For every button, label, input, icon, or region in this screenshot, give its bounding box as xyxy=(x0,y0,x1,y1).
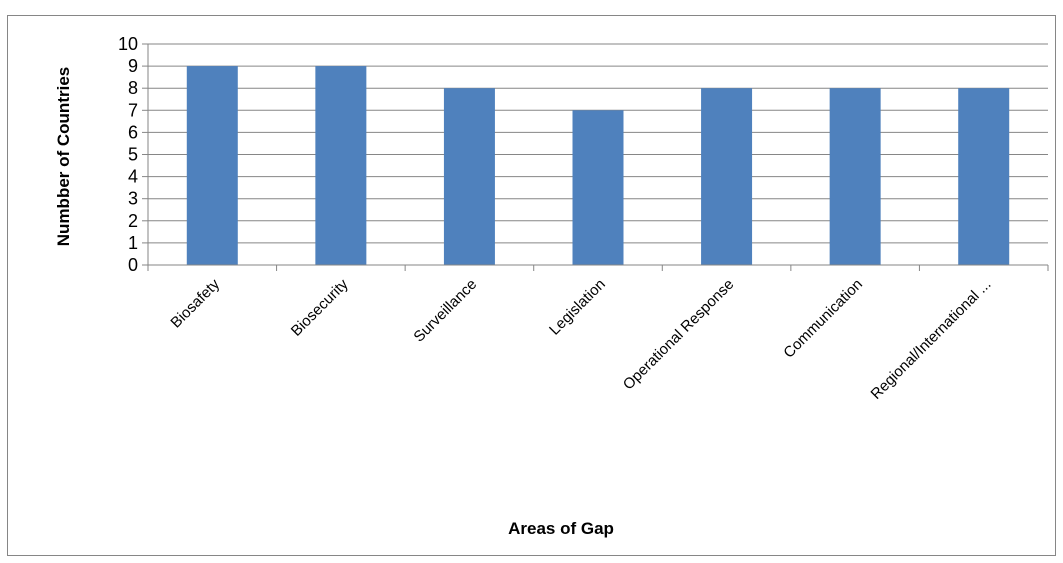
bar xyxy=(186,66,238,265)
x-tick-label: Biosecurity xyxy=(288,275,352,339)
x-tick-label: Regional/International ... xyxy=(868,276,995,403)
bar xyxy=(572,110,624,265)
y-tick-label: 3 xyxy=(128,189,138,209)
bar xyxy=(829,88,881,265)
y-tick-label: 4 xyxy=(128,167,138,187)
x-tick-label: Surveillance xyxy=(410,276,480,346)
y-tick-label: 2 xyxy=(128,211,138,231)
y-tick-label: 1 xyxy=(128,233,138,253)
y-tick-label: 5 xyxy=(128,145,138,165)
chart-frame xyxy=(7,15,1056,556)
y-tick-label: 6 xyxy=(128,122,138,142)
y-tick-label: 10 xyxy=(118,34,138,54)
x-tick-label: Legislation xyxy=(546,276,609,339)
x-tick-label: Operational Response xyxy=(620,276,738,394)
x-tick-label: Communication xyxy=(780,276,866,362)
y-tick-label: 9 xyxy=(128,56,138,76)
axes xyxy=(142,43,1049,271)
x-tick-labels: Biosafety Biosecurity Surveillance Legislat… xyxy=(167,275,994,402)
bar xyxy=(958,88,1010,265)
gridlines xyxy=(148,43,1048,244)
y-tick-label: 0 xyxy=(128,255,138,275)
x-axis-title: Areas of Gap xyxy=(508,519,614,538)
bars xyxy=(186,66,1010,265)
x-tick-label: Biosafety xyxy=(167,275,223,331)
bar xyxy=(701,88,753,265)
bar xyxy=(315,66,367,265)
y-axis-title: Numbber of Countries xyxy=(54,67,73,246)
y-tick-label: 7 xyxy=(128,100,138,120)
y-tick-label: 8 xyxy=(128,78,138,98)
bar xyxy=(443,88,495,265)
